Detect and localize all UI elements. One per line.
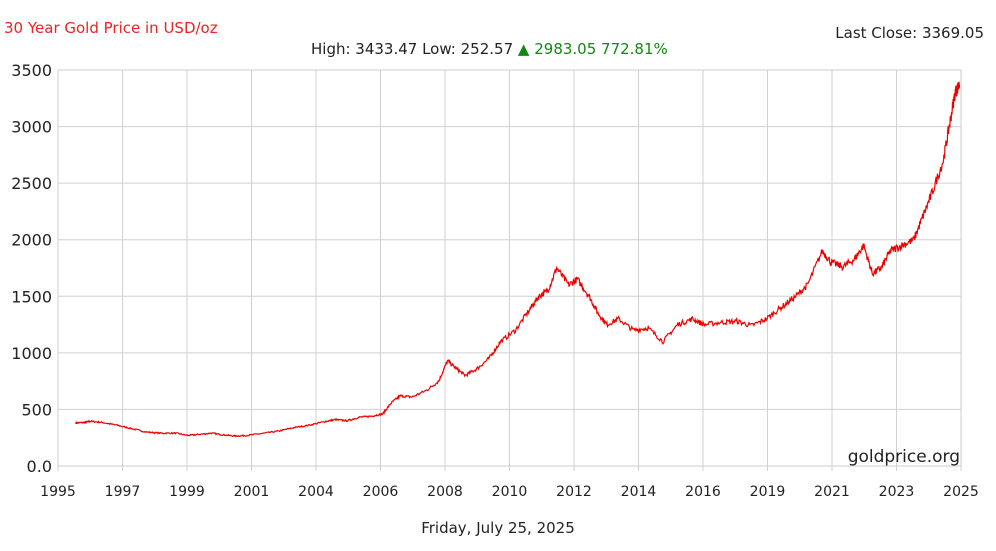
high-low-text: High: 3433.47 Low: 252.57 <box>311 40 514 58</box>
change-up-arrow-icon: ▲ <box>517 40 530 58</box>
x-tick-label: 2001 <box>234 484 270 500</box>
chart-title: 30 Year Gold Price in USD/oz <box>4 19 218 37</box>
y-tick-label: 2500 <box>11 174 52 193</box>
y-tick-label: 0.0 <box>27 457 52 476</box>
x-tick-label: 2016 <box>685 484 721 500</box>
gold-price-series-line <box>75 81 961 438</box>
grid-lines <box>57 69 962 471</box>
x-tick-label: 2014 <box>621 484 657 500</box>
x-tick-label: 2025 <box>943 484 979 500</box>
x-tick-label: 1995 <box>40 484 76 500</box>
x-tick-label: 2004 <box>298 484 334 500</box>
y-tick-label: 1000 <box>11 344 52 363</box>
y-tick-label: 1500 <box>11 287 52 306</box>
x-tick-label: 2006 <box>363 484 399 500</box>
change-value: 2983.05 772.81% <box>534 40 668 58</box>
source-watermark: goldprice.org <box>847 447 960 467</box>
x-tick-label: 2012 <box>556 484 592 500</box>
x-axis-tick-labels: 1995 1997 1999 2001 2004 2006 2008 2010 2012 2014… <box>40 484 979 500</box>
x-tick-label: 2021 <box>814 484 850 500</box>
y-tick-label: 3000 <box>11 118 52 137</box>
y-tick-label: 2000 <box>11 231 52 250</box>
plot-frame <box>57 69 962 467</box>
x-tick-label: 2008 <box>427 484 463 500</box>
chart-date: Friday, July 25, 2025 <box>421 519 575 537</box>
last-close-readout: Last Close: 3369.05 <box>835 24 984 42</box>
y-axis-tick-labels: 0.0 500 1000 1500 2000 2500 3000 3500 <box>11 61 52 476</box>
high-low-change-readout: High: 3433.47 Low: 252.57 ▲ 2983.05 772.… <box>311 40 668 58</box>
x-tick-label: 2023 <box>879 484 915 500</box>
y-tick-label: 3500 <box>11 61 52 80</box>
x-tick-label: 2019 <box>750 484 786 500</box>
x-tick-label: 1999 <box>169 484 205 500</box>
x-tick-label: 2010 <box>492 484 528 500</box>
y-tick-label: 500 <box>21 400 52 419</box>
x-tick-label: 1997 <box>105 484 141 500</box>
